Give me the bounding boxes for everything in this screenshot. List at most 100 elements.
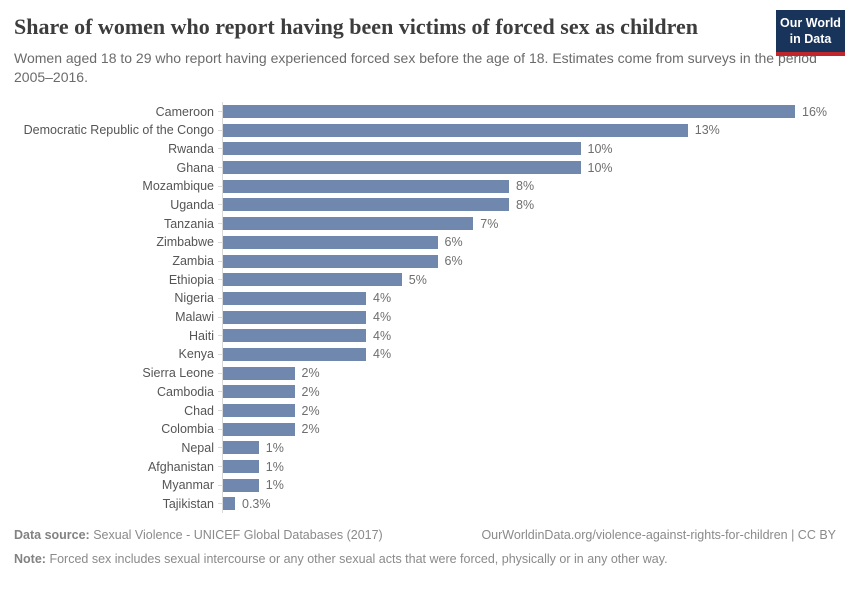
value-label: 1% [265,440,284,455]
bar [223,497,235,511]
axis-tick-mark [218,503,223,505]
value-label: 10% [587,160,613,175]
chart-bar-row: Ethiopia 5% [14,270,836,290]
value-label: 7% [480,216,499,231]
axis-tick-mark [218,447,223,449]
plot-area: 0.3% [218,494,836,514]
axis-tick-mark [218,223,223,225]
category-label: Malawi [175,310,214,325]
value-label: 6% [444,254,463,269]
chart-bar-row: Sierra Leone 2% [14,363,836,383]
category-label: Democratic Republic of the Congo [23,123,214,138]
value-label: 1% [265,459,284,474]
bar [223,478,259,492]
axis-tick-mark [218,148,223,150]
chart-bar-row: Nepal 1% [14,438,836,458]
category-label: Cameroon [155,104,214,119]
plot-area: 2% [218,419,836,439]
bar [223,105,795,119]
bar [223,366,295,380]
owid-logo: Our World in Data [776,10,845,57]
owid-logo-line2: in Data [789,31,832,46]
axis-tick-mark [218,428,223,430]
plot-area: 4% [218,326,836,346]
category-label: Ghana [176,160,214,175]
category-label: Rwanda [168,141,214,156]
category-label: Nepal [181,440,214,455]
chart-bar-row: Afghanistan 1% [14,457,836,476]
category-label: Afghanistan [147,459,214,474]
category-label: Tajikistan [162,496,214,511]
chart-note: Note: Forced sex includes sexual interco… [14,551,836,569]
chart-title: Share of women who report having been vi… [14,14,699,39]
axis-tick-mark [218,484,223,486]
chart-subtitle: Women aged 18 to 29 who report having ex… [14,50,817,86]
category-label: Cambodia [157,384,214,399]
plot-area: 6% [218,232,836,252]
value-label: 0.3% [242,496,271,511]
plot-area: 4% [218,307,836,327]
category-label: Myanmar [161,478,214,493]
value-label: 4% [373,310,392,325]
axis-tick-mark [218,372,223,374]
plot-area: 16% [218,102,836,121]
chart-bar-row: Tanzania 7% [14,214,836,233]
bar [223,422,295,436]
bar [223,235,438,249]
value-label: 4% [373,291,392,306]
plot-area: 7% [218,214,836,233]
plot-area: 10% [218,139,836,159]
value-label: 2% [301,403,320,418]
chart-note-label: Note: [14,551,46,566]
value-label: 6% [444,235,463,250]
plot-area: 1% [218,438,836,458]
bar [223,254,438,268]
bar [223,291,366,305]
axis-tick-mark [218,260,223,262]
value-label: 16% [802,104,828,119]
plot-area: 13% [218,120,836,140]
axis-tick-mark [218,316,223,318]
value-label: 2% [301,422,320,437]
value-label: 8% [516,197,535,212]
chart-bar-row: Cameroon 16% [14,102,836,121]
chart-bar-row: Cambodia 2% [14,382,836,402]
plot-area: 1% [218,475,836,495]
bar [223,347,366,361]
value-label: 4% [373,328,392,343]
category-label: Colombia [161,422,214,437]
bar [223,142,581,156]
axis-tick-mark [218,353,223,355]
plot-area: 8% [218,195,836,215]
bar [223,179,509,193]
value-label: 4% [373,347,392,362]
axis-tick-mark [218,466,223,468]
chart-bar-row: Rwanda 10% [14,139,836,159]
category-label: Sierra Leone [142,366,214,381]
chart-bar-row: Myanmar 1% [14,475,836,495]
value-label: 2% [301,384,320,399]
chart-bar-row: Tajikistan 0.3% [14,494,836,514]
data-source-text: Sexual Violence - UNICEF Global Database… [93,528,383,543]
axis-tick-mark [218,111,223,113]
category-label: Haiti [188,328,214,343]
plot-area: 2% [218,363,836,383]
axis-tick-mark [218,241,223,243]
value-label: 1% [265,478,284,493]
value-label: 2% [301,366,320,381]
chart-bar-row: Ghana 10% [14,158,836,177]
bar [223,217,474,231]
chart-note-text: Forced sex includes sexual intercourse o… [49,551,668,566]
owid-logo-line1: Our World [780,16,841,30]
value-label: 8% [516,179,535,194]
category-label: Chad [184,403,214,418]
bar [223,161,581,175]
plot-area: 4% [218,345,836,364]
category-label: Kenya [178,347,214,362]
data-source-label: Data source: [14,528,90,543]
category-label: Mozambique [142,179,214,194]
value-label: 13% [694,123,720,138]
license-link: OurWorldinData.org/violence-against-righ… [481,528,836,543]
category-label: Uganda [170,197,214,212]
